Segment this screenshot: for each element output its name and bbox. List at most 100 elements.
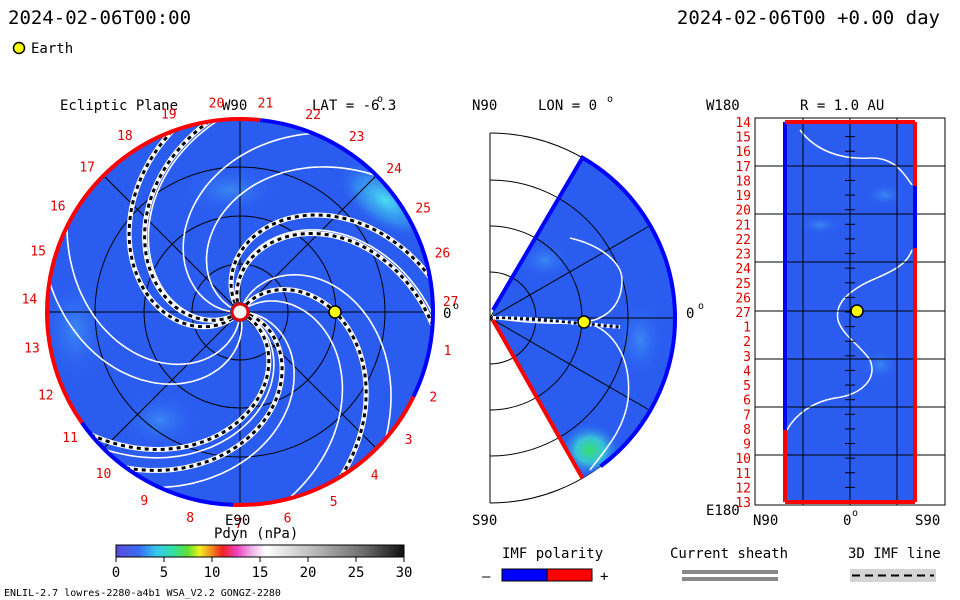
ecliptic-sector-number: 19 [161, 107, 177, 122]
ecliptic-sector-number: 17 [79, 161, 95, 176]
imf-polarity-legend: IMF polarity – + [482, 546, 608, 585]
ecliptic-sector-number: 21 [258, 97, 274, 112]
ecliptic-imf-line [104, 315, 275, 459]
meridional-current-sheath-dash [493, 317, 621, 328]
radial-y-label: 25 [735, 277, 751, 292]
colorbar-tick-label: 20 [300, 565, 317, 581]
radial-imf-line-2 [786, 249, 913, 431]
meridional-imf-line-2 [584, 321, 630, 471]
earth-marker-meridional [577, 315, 591, 329]
radial-y-label: 4 [743, 365, 751, 380]
ecliptic-lat-label: LAT = -6.3 [312, 98, 396, 114]
radial-x-label-left: N90 [753, 513, 778, 529]
ecliptic-polarity-arc [233, 395, 416, 507]
colorbar-tick-label: 10 [204, 565, 221, 581]
imf-polarity-plus: + [600, 569, 608, 585]
radial-title: R = 1.0 AU [800, 98, 884, 114]
radial-y-label: 20 [735, 204, 751, 219]
radial-y-labels: 1415161718192021222324252627123456789101… [735, 116, 751, 511]
meridional-region-north [517, 240, 573, 280]
ecliptic-sector-number: 10 [96, 467, 112, 482]
meridional-polarity-positive [491, 319, 585, 480]
radial-y-label: 5 [743, 379, 751, 394]
ecliptic-sector-number: 13 [24, 342, 40, 357]
meridional-region-east [614, 300, 666, 380]
radial-y-label: 22 [735, 233, 751, 248]
meridional-polarity-negative [491, 155, 677, 468]
radial-y-label: 16 [735, 145, 751, 160]
ecliptic-spirals [48, 119, 433, 500]
ecliptic-region-north [180, 165, 280, 215]
radial-region-1 [865, 183, 905, 207]
ecliptic-sector-number: 25 [415, 201, 431, 216]
colorbar-ticks: 0 5 10 15 20 25 30 [112, 557, 412, 581]
ecliptic-sector-number: 8 [186, 511, 194, 526]
ecliptic-right-label: 0 [443, 306, 451, 322]
earth-legend-label: Earth [31, 41, 73, 57]
radial-y-label: 8 [743, 423, 751, 438]
imf-line-legend: 3D IMF line [848, 546, 941, 582]
radial-y-label: 9 [743, 438, 751, 453]
meridional-inner-spoke [493, 225, 651, 319]
ecliptic-panel: Ecliptic Plane W90 LAT = -6.3 o 12345678… [22, 94, 459, 532]
radial-y-label: 17 [735, 160, 751, 175]
imf-polarity-minus: – [482, 569, 491, 585]
radial-region-2 [798, 215, 842, 235]
ecliptic-lat-degree: o [377, 94, 383, 105]
radial-bottom-left-label: E180 [706, 503, 740, 519]
ecliptic-sector-number: 9 [140, 494, 148, 509]
colorbar-tick-label: 15 [252, 565, 269, 581]
radial-y-label: 3 [743, 350, 751, 365]
ecliptic-region-south [120, 390, 200, 450]
imf-polarity-negative-swatch [501, 568, 548, 582]
meridional-current-sheath [493, 316, 621, 329]
colorbar-tick-label: 5 [160, 565, 168, 581]
radial-y-label: 19 [735, 189, 751, 204]
ecliptic-imf-line [243, 274, 392, 439]
radial-y-label: 7 [743, 408, 751, 423]
radial-imf-line-1 [799, 129, 913, 186]
ecliptic-imf-line [248, 300, 344, 500]
radial-y-label: 18 [735, 175, 751, 190]
current-sheath-title: Current sheath [670, 546, 788, 562]
header-right-time: 2024-02-06T00 +0.00 day [677, 7, 940, 29]
ecliptic-sector-number: 26 [435, 246, 451, 261]
meridional-bottom-label: S90 [472, 513, 497, 529]
meridional-top-label: N90 [472, 98, 497, 114]
colorbar: Pdyn (nPa) 0 5 10 15 20 25 30 [112, 526, 413, 581]
meridional-panel: N90 LON = 0 o 0 o S90 [472, 94, 704, 529]
radial-x-label-center: 0 [843, 513, 851, 529]
earth-marker-ecliptic [328, 305, 342, 319]
meridional-right-degree: o [698, 301, 704, 312]
meridional-field [493, 157, 675, 479]
radial-y-label: 11 [735, 467, 751, 482]
radial-top-left-label: W180 [706, 98, 740, 114]
radial-region-3 [860, 349, 900, 381]
radial-y-label: 12 [735, 481, 751, 496]
radial-x-label-center-degree: o [852, 508, 858, 519]
ecliptic-imf-line [205, 166, 378, 309]
ecliptic-sector-number: 2 [429, 391, 437, 406]
ecliptic-sector-number: 7 [235, 517, 243, 532]
ecliptic-polarity-arc [80, 421, 234, 507]
ecliptic-imf-line [182, 132, 313, 313]
ecliptic-sector-number: 4 [371, 468, 379, 483]
radial-y-label: 26 [735, 291, 751, 306]
colorbar-tick-label: 25 [348, 565, 365, 581]
ecliptic-sector-number: 18 [117, 129, 133, 144]
ecliptic-current-sheath-dash [126, 313, 284, 472]
ecliptic-sector-number: 27 [443, 295, 459, 310]
radial-y-label: 2 [743, 335, 751, 350]
ecliptic-current-sheath-dash [127, 130, 234, 329]
ecliptic-sector-number: 23 [349, 130, 365, 145]
ecliptic-right-degree: o [453, 301, 459, 312]
ecliptic-sector-number: 22 [305, 108, 321, 123]
radial-y-label: 21 [735, 218, 751, 233]
colorbar-gradient [115, 544, 405, 558]
ecliptic-title: Ecliptic Plane [60, 98, 178, 114]
imf-line-title: 3D IMF line [848, 546, 941, 562]
ecliptic-bottom-label: E90 [225, 513, 250, 529]
ecliptic-sector-number: 1 [444, 344, 452, 359]
imf-polarity-title: IMF polarity [502, 546, 603, 562]
